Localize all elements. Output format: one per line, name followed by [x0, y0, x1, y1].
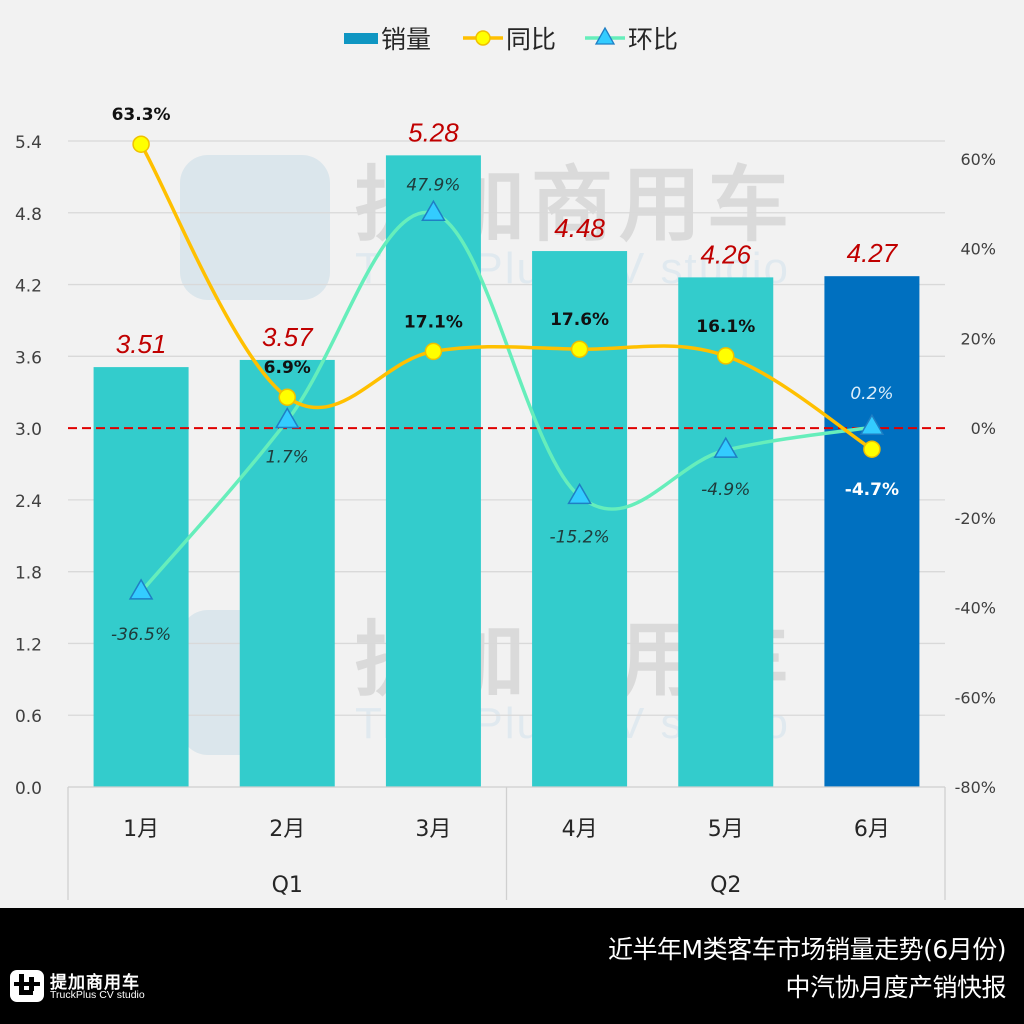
footer: 提加商用车 TruckPlus CV studio 近半年M类客车市场销量走势(…	[0, 908, 1024, 1024]
marker-环比-6月	[859, 413, 885, 435]
bar-series	[93, 155, 920, 787]
legend-item-同比: 同比	[463, 25, 556, 54]
legend-swatch-marker	[594, 26, 616, 45]
footer-subtitle: 中汽协月度产销快报	[785, 973, 1006, 1002]
right-axis-tick: 40%	[960, 240, 996, 259]
mom-label: 1.7%	[266, 448, 309, 468]
left-axis-tick: 1.8	[15, 564, 42, 584]
left-axis-tick: 1.2	[15, 635, 42, 655]
mom-label: 0.2%	[850, 384, 893, 404]
marker-环比-3月	[421, 199, 446, 222]
yoy-label: 17.1%	[404, 312, 463, 332]
mom-label: -15.2%	[550, 527, 610, 547]
category-label: 6月	[854, 817, 890, 842]
right-axis-tick: -40%	[955, 599, 996, 618]
marker-同比-4月	[570, 340, 589, 358]
marker-同比-6月	[863, 440, 881, 458]
category-label: 2月	[269, 817, 305, 842]
left-axis-tick: 0.6	[15, 707, 42, 727]
footer-title: 近半年M类客车市场销量走势(6月份)	[608, 935, 1006, 964]
left-axis-tick: 4.8	[15, 205, 42, 225]
left-axis-tick: 0.0	[15, 779, 42, 799]
bar-value-label: 5.28	[408, 117, 459, 147]
footer-logo: 提加商用车 TruckPlus CV studio	[10, 968, 170, 1004]
yoy-label: 17.6%	[550, 310, 609, 330]
marker-环比-1月	[128, 578, 154, 600]
left-axis-tick: 3.6	[15, 348, 42, 368]
legend-label: 同比	[506, 25, 556, 54]
yoy-label: 16.1%	[696, 317, 755, 337]
mom-label: -4.9%	[701, 480, 750, 500]
category-label: 3月	[415, 817, 451, 842]
right-axis-tick: -80%	[955, 778, 996, 797]
left-axis-tick: 5.4	[15, 133, 42, 153]
bar-3月	[385, 155, 481, 787]
right-axis-tick: -60%	[955, 688, 996, 707]
right-axis-tick: 60%	[960, 150, 996, 169]
right-axis-tick: -20%	[955, 509, 996, 528]
category-label: 4月	[562, 817, 598, 842]
marker-环比-2月	[274, 407, 300, 429]
yoy-label: 63.3%	[112, 105, 171, 125]
legend: 销量 同比 环比	[344, 25, 678, 54]
marker-同比-2月	[278, 388, 296, 406]
legend-label: 环比	[628, 25, 678, 54]
legend-swatch-bar	[344, 33, 378, 44]
logo-text-cn: 提加商用车	[50, 973, 140, 993]
bar-value-label: 4.48	[554, 213, 605, 243]
bar-value-label: 3.57	[262, 322, 314, 352]
gridlines	[68, 140, 945, 716]
legend-label: 销量	[381, 25, 431, 54]
bar-value-label: 4.27	[847, 238, 899, 268]
group-label: Q1	[272, 873, 303, 898]
bar-6月	[824, 276, 920, 787]
yoy-label: 6.9%	[264, 358, 311, 378]
bar-4月	[532, 251, 628, 787]
bar-2月	[239, 359, 335, 787]
right-axis-tick: 0%	[971, 419, 996, 438]
legend-item-销量: 销量	[344, 25, 431, 54]
axes: 0.0 0.6 1.2 1.8 2.4 3.0 3.6 4.2 4.8 5.4 -80% -60% -4…	[15, 133, 996, 900]
right-axis-tick: 20%	[960, 329, 996, 348]
data-labels: 3.51 3.57 5.28 4.48 4.26 4.27 63.3% 6.9% 17.1% 17…	[111, 105, 899, 645]
group-label: Q2	[710, 873, 741, 898]
left-axis-tick: 2.4	[15, 492, 42, 512]
legend-swatch-marker	[475, 30, 491, 46]
category-label: 1月	[123, 817, 159, 842]
yoy-label: -4.7%	[845, 480, 899, 500]
markers	[128, 135, 885, 600]
bar-value-label: 3.51	[116, 329, 167, 359]
left-axis-tick: 3.0	[15, 420, 42, 440]
marker-同比-1月	[132, 135, 150, 153]
bar-1月	[93, 367, 189, 787]
mom-label: -36.5%	[111, 625, 171, 645]
left-axis-tick: 4.2	[15, 277, 42, 297]
logo-icon	[10, 970, 44, 1002]
marker-环比-5月	[713, 436, 739, 458]
bar-value-label: 4.26	[700, 239, 751, 269]
watermark-logo-icon	[180, 155, 330, 300]
marker-同比-3月	[424, 342, 443, 361]
marker-同比-5月	[717, 347, 735, 365]
logo-text-en: TruckPlus CV studio	[50, 989, 145, 1001]
marker-环比-4月	[567, 482, 592, 505]
legend-item-环比: 环比	[585, 25, 678, 54]
line-同比	[139, 142, 874, 451]
mom-label: 47.9%	[406, 175, 460, 195]
category-label: 5月	[708, 817, 744, 842]
